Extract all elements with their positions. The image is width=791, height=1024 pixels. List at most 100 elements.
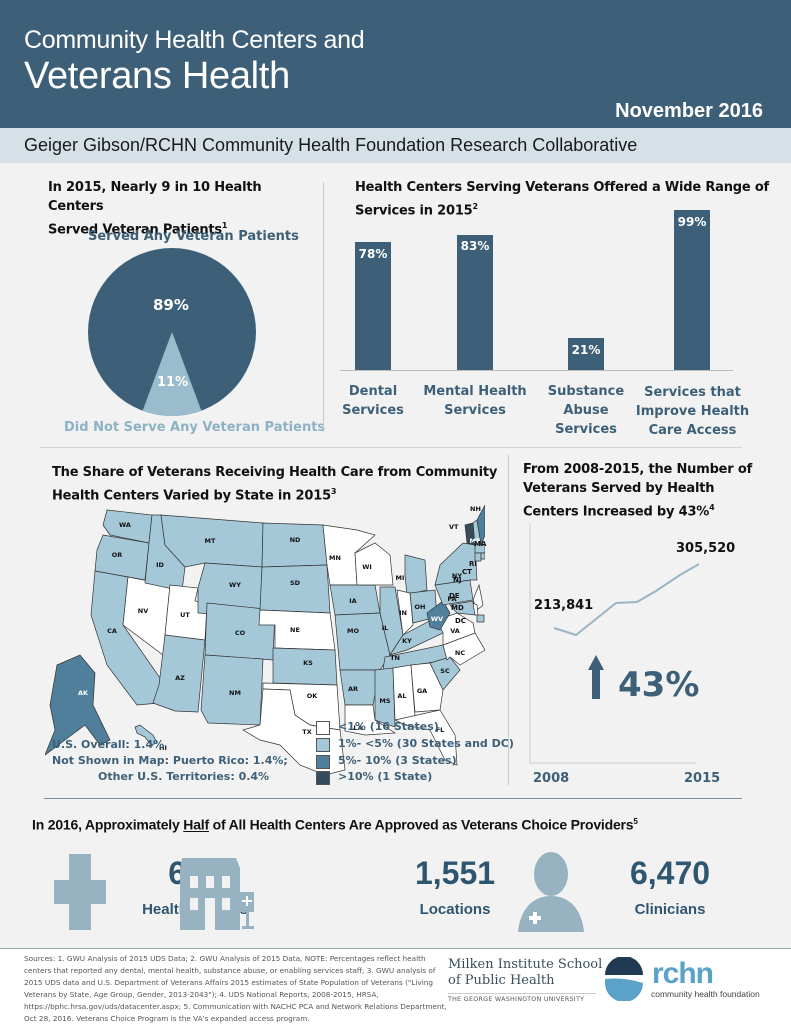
line-start-value: 213,841	[534, 598, 594, 613]
state-sc	[429, 656, 461, 691]
svg-text:AK: AK	[78, 689, 89, 697]
legend-swatch-dark	[316, 771, 330, 785]
svg-text:CA: CA	[107, 627, 117, 635]
state-ma	[474, 544, 485, 554]
svg-text:UT: UT	[180, 611, 190, 619]
increase-percentage: 43%	[618, 665, 700, 705]
state-ct	[474, 552, 482, 562]
state-ar	[339, 669, 381, 706]
state-nm	[200, 654, 264, 726]
state-ms	[374, 667, 396, 728]
label-dc: DC	[455, 617, 466, 625]
footer: Sources: 1. GWU Analysis of 2015 UDS Dat…	[0, 948, 791, 1024]
svg-text:NM: NM	[229, 689, 241, 697]
bar-dental	[355, 242, 391, 370]
bar-label-substance-abuse: Substance Abuse Services	[547, 384, 625, 437]
map-section-title: The Share of Veterans Receiving Health C…	[52, 465, 498, 504]
svg-text:MN: MN	[329, 554, 341, 562]
divider-vertical-mid	[508, 455, 509, 785]
pie-section-title: In 2015, Nearly 9 in 10 Health Centers S…	[48, 180, 262, 238]
us-overall-note: U.S. Overall: 1.4%	[52, 738, 165, 751]
state-tx	[242, 688, 346, 775]
label-de: DE	[449, 592, 460, 600]
bar-chart-axis	[340, 370, 733, 371]
pie-not-served-value: 11%	[157, 375, 189, 390]
bar-care-access-value: 99%	[677, 215, 707, 229]
svg-text:FL: FL	[436, 726, 445, 734]
svg-text:AZ: AZ	[175, 674, 185, 682]
pie-not-served-label: Did Not Serve Any Veteran Patients	[64, 420, 326, 435]
bar-mental-health	[457, 235, 493, 370]
svg-text:IN: IN	[399, 609, 407, 617]
divider-horizontal-bottom	[44, 798, 742, 799]
legend-swatch-white	[316, 721, 330, 735]
milken-logo-university: THE GEORGE WASHINGTON UNIVERSITY	[448, 993, 596, 1003]
svg-text:MO: MO	[347, 627, 359, 635]
pie-slice-not-served	[142, 332, 202, 416]
us-choropleth-map: WA OR CA NV ID UT AZ MT WY CO NM ND SD NE KS OK TX M…	[45, 505, 485, 775]
svg-text:NY: NY	[452, 572, 462, 580]
state-in	[396, 589, 414, 636]
title-line-1: Community Health Centers and	[24, 26, 365, 54]
building-icon	[180, 858, 254, 930]
state-ri	[480, 552, 485, 560]
divider-vertical-top	[323, 182, 324, 432]
svg-text:KY: KY	[402, 637, 412, 645]
state-me	[476, 505, 485, 547]
svg-text:WV: WV	[431, 615, 443, 623]
svg-text:NE: NE	[290, 626, 300, 634]
svg-text:NV: NV	[138, 607, 148, 615]
subtitle-band: Geiger Gibson/RCHN Community Health Foun…	[0, 128, 791, 163]
state-mi	[404, 554, 428, 596]
publication-date: November 2016	[615, 100, 763, 122]
svg-text:TX: TX	[302, 728, 311, 736]
bar-label-mental-health: Mental Health Services	[423, 384, 527, 418]
svg-text:OK: OK	[307, 692, 319, 700]
svg-text:GA: GA	[417, 687, 427, 695]
bar-mental-health-value: 83%	[460, 239, 490, 253]
clinician-icon	[518, 852, 584, 932]
svg-text:KS: KS	[303, 659, 313, 667]
svg-text:IA: IA	[349, 597, 356, 605]
state-nd	[261, 522, 328, 568]
svg-text:LA: LA	[353, 724, 362, 732]
svg-text:ME: ME	[470, 537, 481, 545]
svg-text:NH: NH	[470, 505, 481, 513]
svg-text:AR: AR	[348, 685, 358, 693]
state-wv	[426, 600, 451, 631]
svg-text:TN: TN	[390, 654, 400, 662]
state-fl	[393, 709, 458, 766]
sources-text: Sources: 1. GWU Analysis of 2015 UDS Dat…	[24, 954, 447, 1023]
milken-logo-line2: of Public Health	[448, 973, 555, 988]
stats-section-title: In 2016, Approximately Half of All Healt…	[32, 816, 638, 833]
divider-horizontal-mid	[40, 447, 742, 448]
up-arrow-shaft	[592, 668, 600, 699]
state-ak	[45, 654, 111, 756]
state-wi	[354, 542, 394, 586]
line-chart-series	[553, 563, 700, 637]
state-sd	[259, 564, 331, 614]
svg-text:WY: WY	[229, 581, 241, 589]
svg-text:AL: AL	[397, 692, 406, 700]
pie-served-value: 89%	[153, 296, 189, 314]
label-nj: NJ	[453, 576, 462, 584]
line-section-title: From 2008-2015, the Number of Veterans S…	[523, 462, 753, 520]
title-line-2: Veterans Health	[24, 55, 290, 97]
svg-text:WA: WA	[119, 521, 131, 529]
svg-text:NC: NC	[455, 649, 465, 657]
bar-dental-value: 78%	[358, 247, 388, 261]
legend-swatch-mid	[316, 755, 330, 769]
svg-text:MT: MT	[205, 537, 216, 545]
label-ct: CT	[462, 568, 472, 576]
state-la	[344, 704, 397, 736]
bar-label-dental: Dental Services	[342, 384, 404, 418]
svg-text:PA: PA	[447, 595, 456, 603]
state-ny	[434, 542, 478, 586]
svg-text:ID: ID	[156, 561, 164, 569]
svg-text:CO: CO	[235, 629, 246, 637]
bar-label-care-access: Services that Improve Health Care Access	[635, 385, 750, 438]
state-ga	[410, 662, 444, 713]
up-arrow-icon	[588, 655, 604, 670]
svg-text:MI: MI	[396, 574, 405, 582]
